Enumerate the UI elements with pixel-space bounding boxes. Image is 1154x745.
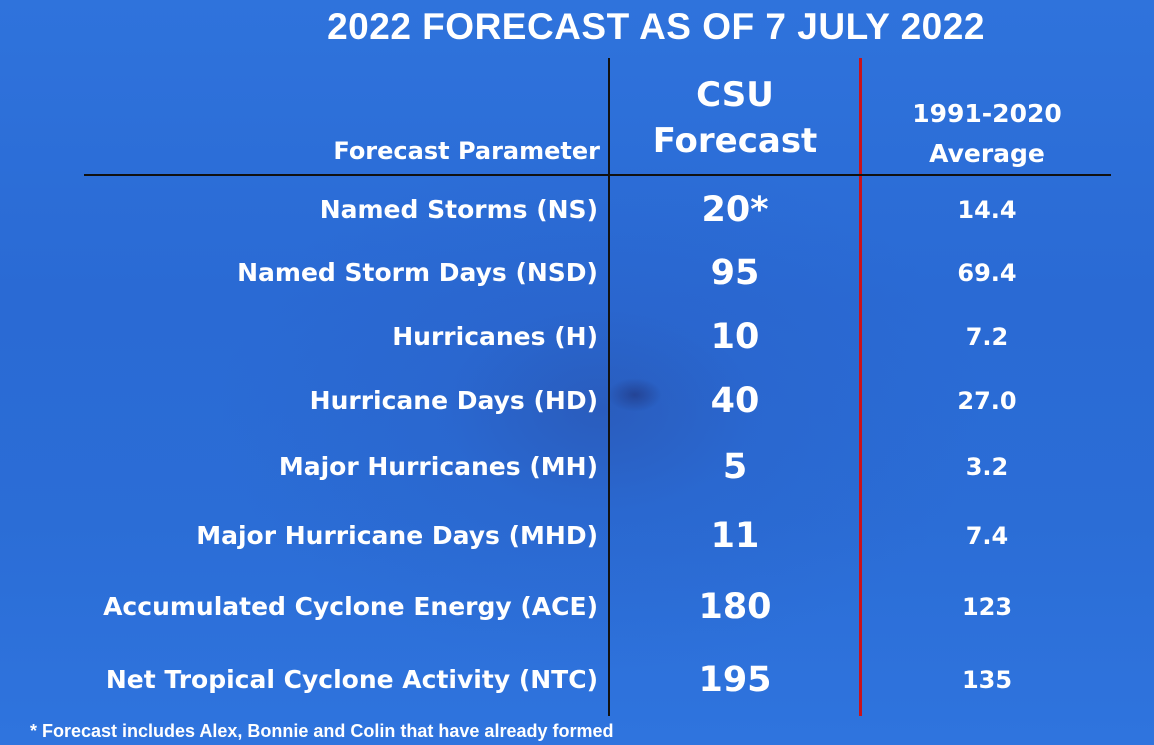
row-parameter: Major Hurricane Days (MHD) [196, 521, 598, 550]
header-avg-line2: Average [929, 139, 1045, 168]
row-parameter: Major Hurricanes (MH) [278, 452, 598, 481]
column-divider-black [608, 58, 610, 716]
row-average-value: 135 [961, 666, 1013, 694]
column-divider-red [859, 58, 862, 716]
row-csu-value: 5 [722, 447, 748, 487]
page-title: 2022 FORECAST AS OF 7 JULY 2022 [327, 6, 985, 47]
row-parameter: Named Storm Days (NSD) [237, 258, 598, 287]
table-row: Named Storms (NS) 20* 14.4 [0, 190, 1154, 230]
row-parameter: Net Tropical Cyclone Activity (NTC) [105, 665, 598, 694]
row-average-value: 3.2 [965, 453, 1009, 481]
table-row: Named Storm Days (NSD) 95 69.4 [0, 253, 1154, 293]
row-average-value: 7.4 [965, 522, 1009, 550]
header-csu-line1: CSU [696, 75, 774, 115]
header-divider [84, 174, 1111, 176]
table-row: Net Tropical Cyclone Activity (NTC) 195 … [0, 660, 1154, 700]
row-csu-value: 195 [698, 660, 772, 700]
header-forecast-parameter: Forecast Parameter [333, 137, 600, 165]
row-average-value: 14.4 [957, 196, 1017, 224]
row-csu-value: 11 [710, 516, 760, 556]
row-average-value: 69.4 [957, 259, 1017, 287]
row-parameter: Hurricanes (H) [392, 322, 598, 351]
table-row: Major Hurricanes (MH) 5 3.2 [0, 447, 1154, 487]
row-average-value: 27.0 [957, 387, 1017, 415]
table-row: Major Hurricane Days (MHD) 11 7.4 [0, 516, 1154, 556]
row-csu-value: 40 [710, 381, 760, 421]
header-avg-line1: 1991-2020 [912, 99, 1062, 128]
row-csu-value: 95 [710, 253, 760, 293]
table-row: Hurricane Days (HD) 40 27.0 [0, 381, 1154, 421]
table-row: Hurricanes (H) 10 7.2 [0, 317, 1154, 357]
row-parameter: Hurricane Days (HD) [309, 386, 598, 415]
row-average-value: 7.2 [965, 323, 1009, 351]
row-csu-value: 180 [698, 587, 772, 627]
row-parameter: Accumulated Cyclone Energy (ACE) [103, 592, 598, 621]
table-row: Accumulated Cyclone Energy (ACE) 180 123 [0, 587, 1154, 627]
row-parameter: Named Storms (NS) [319, 195, 598, 224]
header-average: 1991-2020 Average [864, 94, 1110, 174]
header-csu-line2: Forecast [652, 121, 818, 161]
row-average-value: 123 [961, 593, 1013, 621]
footnote: * Forecast includes Alex, Bonnie and Col… [30, 721, 614, 741]
row-csu-value: 10 [710, 317, 760, 357]
header-csu-forecast: CSU Forecast [612, 72, 858, 164]
row-csu-value: 20* [701, 190, 769, 230]
